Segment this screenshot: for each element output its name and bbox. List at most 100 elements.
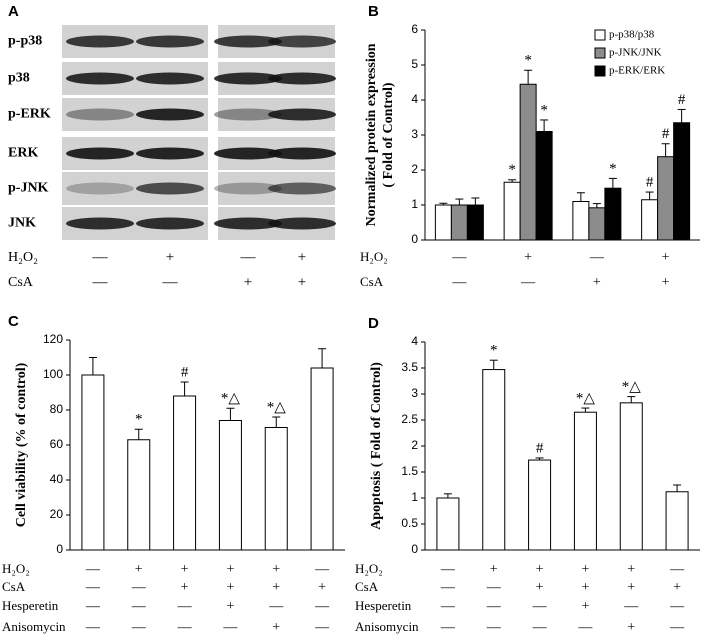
treatment-sign: — (85, 620, 101, 635)
significance-mark: # (678, 92, 686, 108)
legend-swatch (594, 65, 606, 77)
blot-band (268, 35, 336, 48)
treatment-sign: — (177, 599, 193, 614)
bar (218, 420, 242, 551)
blot-band (214, 35, 282, 48)
y-tick-label: 1 (411, 490, 418, 504)
bar (619, 402, 643, 551)
significance-mark: *△ (221, 391, 241, 407)
treatment-sign: — (589, 250, 605, 265)
treatment-sign: + (581, 599, 589, 614)
treatment-sign: — (486, 580, 502, 595)
y-tick-label: 2 (411, 162, 418, 176)
treatment-sign: + (298, 274, 306, 290)
bar (519, 83, 537, 241)
blot-band (136, 217, 204, 230)
bar (466, 204, 484, 241)
y-tick-label: 0 (411, 542, 418, 556)
treatment-sign: — (314, 599, 330, 614)
legend-label: p-p38/p38 (609, 29, 655, 41)
treatment-sign: — (486, 620, 502, 635)
bar (310, 367, 334, 551)
treatment-sign: — (314, 620, 330, 635)
treatment-sign: — (532, 620, 548, 635)
panel-label: C (8, 313, 19, 330)
treatment-sign: + (581, 562, 589, 577)
significance-mark: # (646, 174, 654, 190)
treatment-label: Anisomycin (355, 619, 419, 634)
y-tick-label: 120 (43, 332, 63, 346)
treatment-sign: + (490, 562, 498, 577)
treatment-label: H₂O₂ (355, 561, 383, 576)
blot-row-label: p-p38 (8, 34, 42, 49)
treatment-sign: — (85, 599, 101, 614)
treatment-sign: — (669, 562, 685, 577)
treatment-label: H₂O₂ (8, 250, 38, 265)
treatment-sign: + (662, 250, 670, 265)
y-tick-label: 4 (411, 334, 418, 348)
treatment-sign: — (85, 562, 101, 577)
blot-band (268, 72, 336, 85)
treatment-sign: + (673, 580, 681, 595)
treatment-sign: — (486, 599, 502, 614)
blot-band (268, 182, 336, 195)
y-axis-label: ( Fold of Control) (381, 82, 396, 187)
blot-row-label: ERK (8, 146, 38, 161)
y-tick-label: 3.5 (401, 360, 418, 374)
significance-mark: # (181, 364, 189, 380)
significance-mark: *△ (267, 399, 287, 415)
treatment-label: H₂O₂ (2, 561, 30, 576)
treatment-sign: + (272, 562, 280, 577)
blot-band (136, 35, 204, 48)
y-tick-label: 4 (411, 92, 418, 106)
treatment-sign: + (627, 580, 635, 595)
treatment-sign: + (244, 274, 252, 290)
significance-mark: * (490, 343, 498, 359)
significance-mark: *△ (576, 390, 596, 406)
treatment-sign: — (92, 249, 109, 265)
y-tick-label: 5 (411, 57, 418, 71)
bar (572, 201, 590, 241)
blot-band (66, 35, 134, 48)
y-tick-label: 3 (411, 127, 418, 141)
bar (573, 411, 597, 551)
treatment-sign: + (181, 580, 189, 595)
bar (657, 156, 675, 241)
bar (434, 204, 452, 241)
blot-band (136, 182, 204, 195)
blot-band (66, 108, 134, 121)
treatment-sign: — (440, 620, 456, 635)
treatment-label: Hesperetin (355, 598, 412, 613)
treatment-sign: — (92, 274, 109, 290)
y-tick-label: 20 (50, 507, 64, 521)
y-axis-label: Apoptosis ( Fold of Control) (369, 362, 384, 530)
y-axis-label: Cell viability (% of control) (14, 362, 29, 527)
bar (665, 491, 689, 551)
significance-mark: * (508, 162, 516, 178)
treatment-label: CsA (360, 274, 384, 289)
bar (604, 187, 622, 241)
treatment-sign: — (532, 599, 548, 614)
bar (641, 199, 659, 241)
bar (673, 122, 691, 241)
y-tick-label: 6 (411, 22, 418, 36)
legend-swatch (594, 47, 606, 59)
bar (503, 181, 521, 241)
treatment-sign: + (298, 249, 306, 265)
treatment-sign: — (222, 620, 238, 635)
treatment-sign: — (623, 599, 639, 614)
significance-mark: *△ (622, 379, 642, 395)
blot-band (66, 182, 134, 195)
bar (482, 369, 506, 551)
treatment-sign: — (440, 580, 456, 595)
legend-label: p-JNK/JNK (609, 47, 662, 59)
treatment-sign: — (177, 620, 193, 635)
significance-mark: * (135, 412, 143, 428)
panel-label: B (368, 3, 379, 20)
bar (173, 395, 197, 551)
significance-mark: * (524, 53, 532, 69)
y-tick-label: 60 (50, 437, 64, 451)
panel-label: A (8, 3, 19, 20)
blot-band (136, 147, 204, 160)
treatment-sign: — (240, 249, 257, 265)
